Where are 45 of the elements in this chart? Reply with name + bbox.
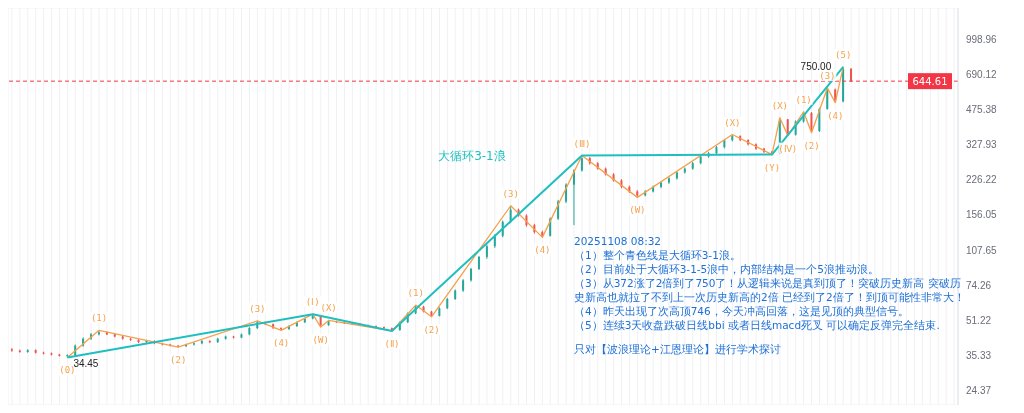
- annotation: (Y): [763, 162, 781, 173]
- annotation: (W): [629, 205, 646, 216]
- annotation: 只对【波浪理论+江恩理论】进行学术探讨: [574, 342, 782, 356]
- y-tick-label: 51.22: [966, 314, 992, 326]
- annotation: （3）从372涨了2倍到了750了！从逻辑来说是真到顶了！突破历史新高 突破历史新高也就拉了不到上一次历史新高的2倍 已经到了2倍了！到顶可能性非常大！: [574, 276, 966, 304]
- annotation: (3): [249, 303, 266, 314]
- annotation: (1): [795, 94, 812, 105]
- y-tick-label: 226.22: [966, 174, 998, 186]
- annotation: (Ⅰ): [305, 297, 320, 308]
- text: 大循环3-1浪: [438, 148, 506, 163]
- y-tick-label: 107.65: [966, 244, 998, 256]
- annotation: (2): [803, 140, 820, 151]
- annotation: （5）连续3天收盘跌破日线bbi 或者日线macd死叉 可以确定反弹完全结束.: [574, 318, 941, 332]
- annotation: (1): [407, 288, 424, 299]
- annotation: （1）整个青色线是大循环3-1浪。: [574, 248, 742, 262]
- data-label: 750.00: [800, 60, 832, 72]
- y-tick-label: 74.26: [966, 279, 992, 291]
- annotation: (X): [320, 303, 337, 314]
- y-tick-label: 156.05: [966, 209, 998, 221]
- y-tick-label: 24.37: [966, 384, 992, 396]
- annotation: (Ⅲ): [573, 138, 591, 149]
- y-tick-label: 998.96: [966, 34, 998, 46]
- data-label: 34.45: [73, 358, 99, 370]
- annotation: (4): [534, 245, 551, 256]
- annotation: (X): [724, 117, 741, 128]
- annotation: (4): [272, 338, 290, 349]
- annotation: (W): [312, 335, 329, 346]
- annotation: (2): [170, 355, 187, 366]
- annotation: (Ⅳ): [778, 143, 798, 154]
- y-tick-label: 327.93: [966, 139, 998, 151]
- annotation: (3): [819, 70, 836, 81]
- ref-line-label: 644.61: [912, 76, 948, 88]
- annotation: (3): [502, 188, 519, 199]
- annotation: (Ⅱ): [384, 338, 400, 349]
- annotation: (4): [827, 110, 844, 121]
- annotation: 20251108 08:32: [574, 234, 663, 248]
- annotation: （2）目前处于大循环3-1-5浪中，内部结构是一个5浪推动浪。: [574, 262, 880, 276]
- y-tick-label: 475.38: [966, 104, 998, 116]
- y-tick-label: 690.12: [966, 69, 998, 81]
- y-tick-label: 35.33: [966, 349, 992, 361]
- annotation: （4）昨天出现了次高顶746，今天冲高回落，这是见顶的典型信号。: [574, 304, 910, 318]
- annotation: (1): [90, 313, 108, 324]
- annotation: (X): [771, 100, 789, 111]
- annotation: (5): [835, 49, 852, 60]
- annotation: (2): [423, 324, 440, 335]
